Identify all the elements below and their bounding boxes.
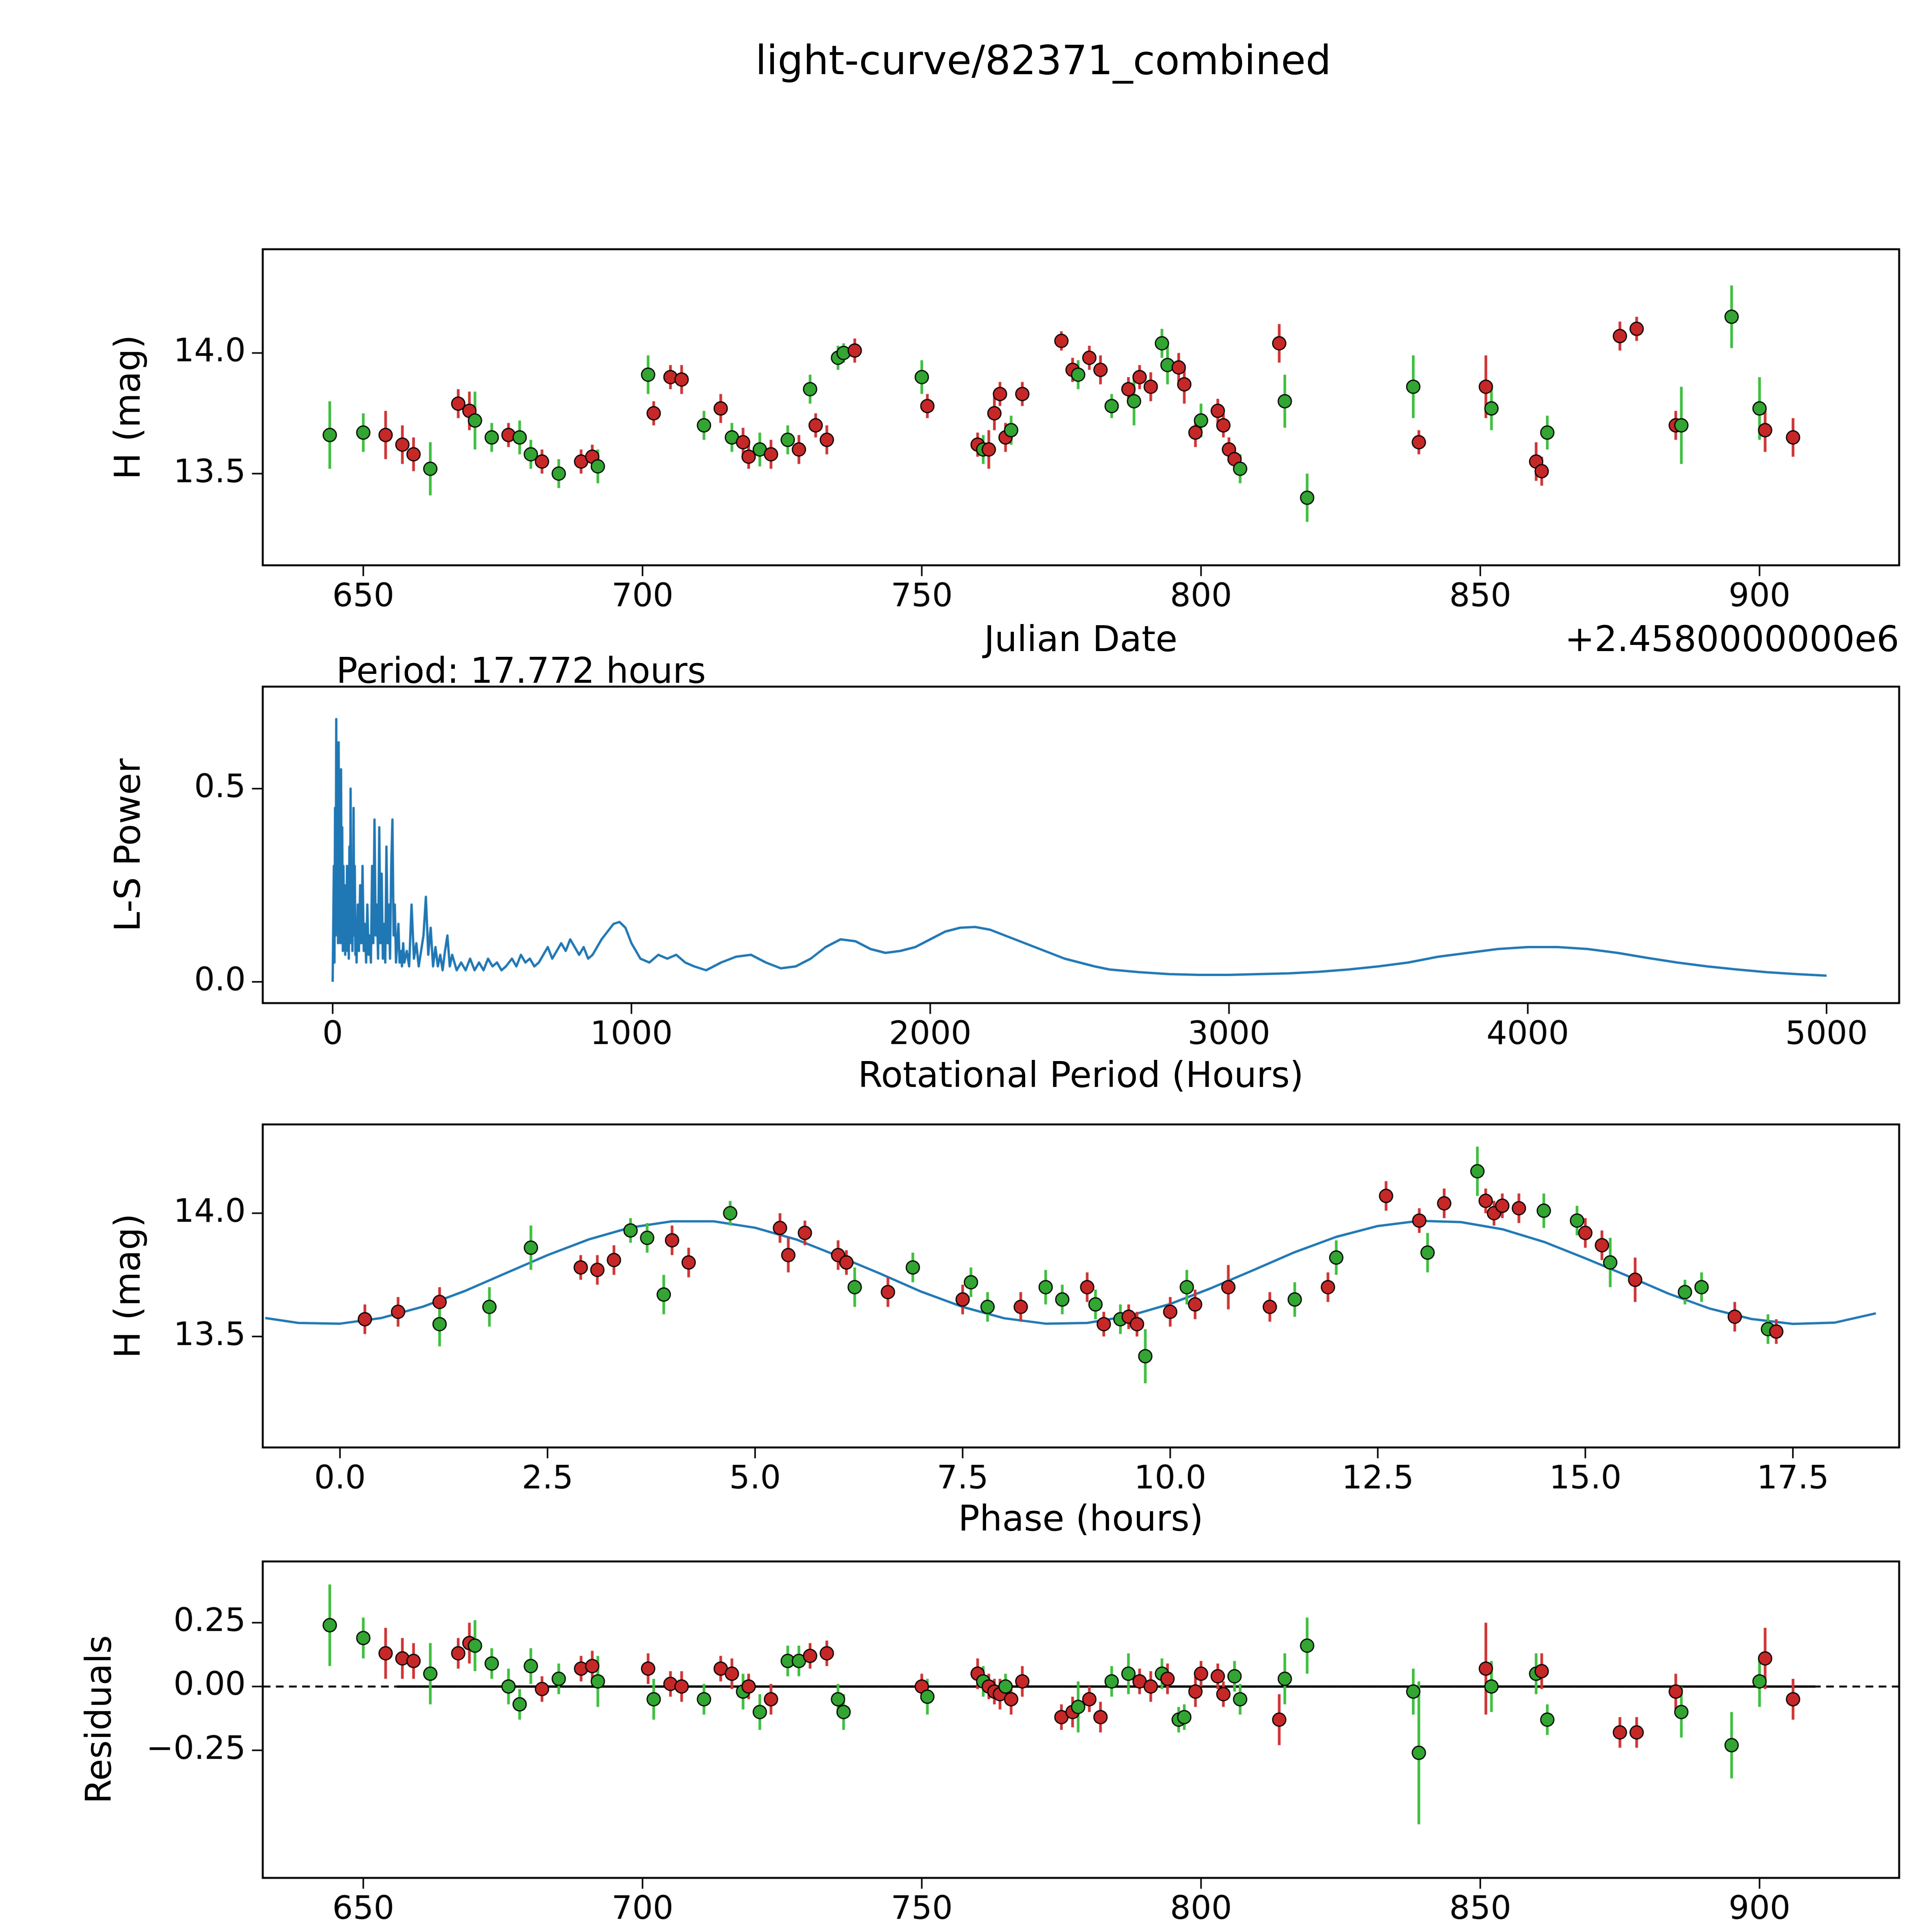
light-curve-ylabel: H (mag) xyxy=(107,335,148,480)
period-annotation: Period: 17.772 hours xyxy=(336,650,706,691)
phase-ylabel: H (mag) xyxy=(107,1213,148,1359)
phase-xlabel: Phase (hours) xyxy=(958,1498,1204,1539)
periodogram-xlabel: Rotational Period (Hours) xyxy=(858,1054,1304,1095)
periodogram-ylabel: L-S Power xyxy=(107,758,148,932)
light-curve-x-offset-text: +2.4580000000e6 xyxy=(1565,618,1899,660)
residuals-ylabel: Residuals xyxy=(78,1635,119,1804)
light-curve-xlabel: Julian Date xyxy=(984,618,1178,660)
figure-title: light-curve/82371_combined xyxy=(755,37,1332,84)
